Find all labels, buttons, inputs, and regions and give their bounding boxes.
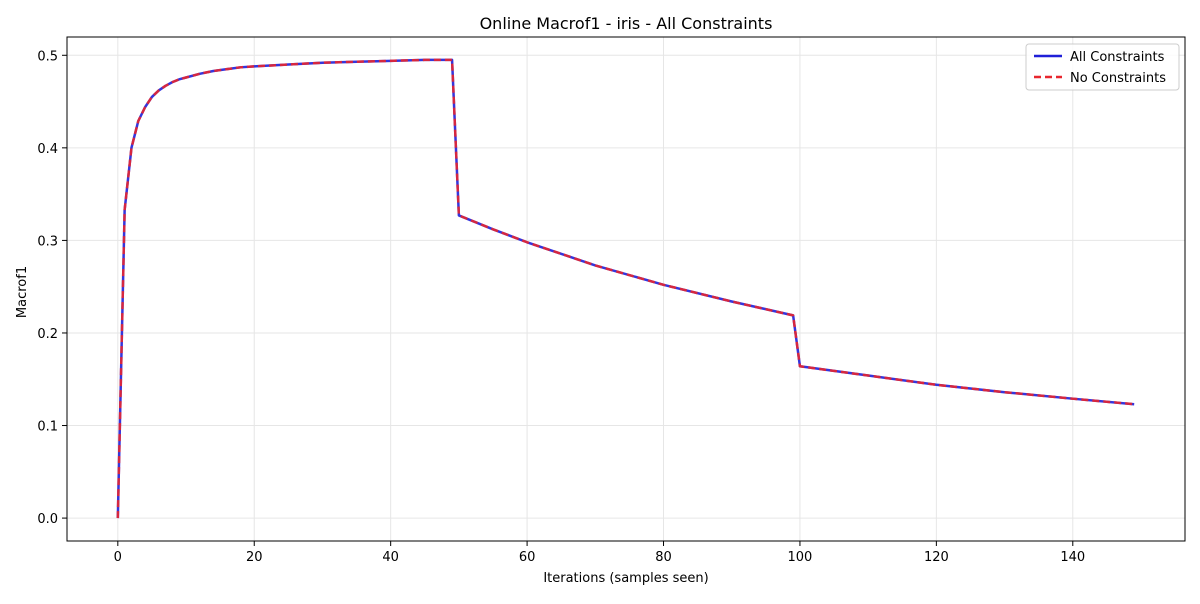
y-tick-label: 0.4 xyxy=(37,142,58,157)
legend-label-no-constraints: No Constraints xyxy=(1070,71,1166,86)
x-tick-label: 20 xyxy=(246,550,263,565)
x-tick-label: 140 xyxy=(1060,550,1085,565)
series-lines xyxy=(116,58,1135,519)
y-tick-label: 0.2 xyxy=(37,327,58,342)
y-tick-label: 0.0 xyxy=(37,512,58,527)
y-axis-label: Macrof1 xyxy=(15,266,30,318)
plot-frame xyxy=(66,36,1186,542)
series-line-no-constraints xyxy=(116,58,1135,519)
x-tick-label: 100 xyxy=(788,550,813,565)
legend: All Constraints No Constraints xyxy=(1025,43,1180,91)
x-tick-label: 80 xyxy=(655,550,672,565)
x-tick-label: 40 xyxy=(382,550,399,565)
grid xyxy=(67,37,1185,541)
legend-frame xyxy=(1025,43,1180,91)
y-tick-label: 0.3 xyxy=(37,234,58,249)
y-tick-label: 0.1 xyxy=(37,420,58,435)
legend-label-all-constraints: All Constraints xyxy=(1070,50,1165,65)
x-tick-label: 120 xyxy=(924,550,949,565)
x-tick-label: 60 xyxy=(519,550,536,565)
x-axis-label: Iterations (samples seen) xyxy=(543,571,708,586)
y-tick-label: 0.5 xyxy=(37,49,58,64)
y-axis: 0.0 0.1 0.2 0.3 0.4 0.5 xyxy=(37,49,67,527)
x-tick-label: 0 xyxy=(114,550,122,565)
x-axis: 0 20 40 60 80 100 120 140 xyxy=(114,541,1085,565)
chart-title: Online Macrof1 - iris - All Constraints xyxy=(480,14,773,33)
